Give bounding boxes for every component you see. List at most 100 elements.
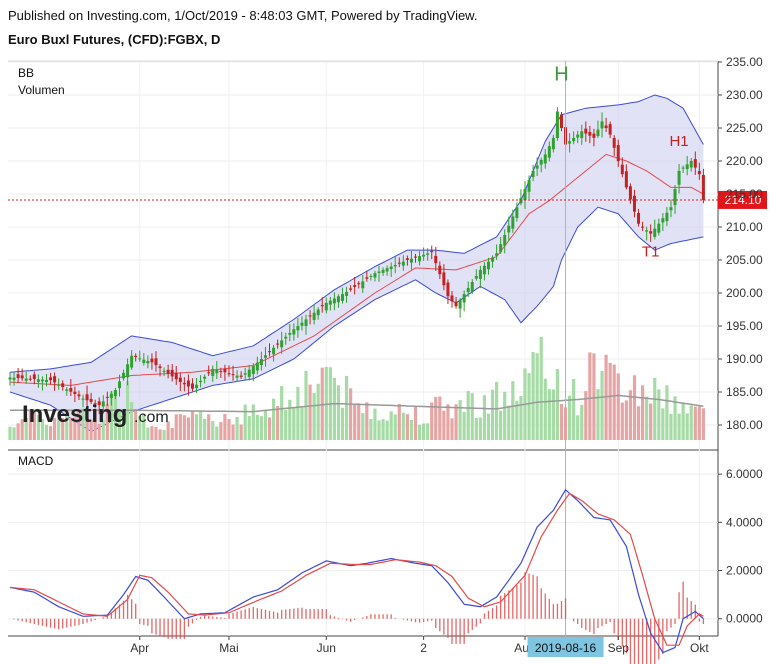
bb-legend: BB [18,66,34,80]
volume-bar [624,400,628,440]
volume-bar [219,422,223,440]
volume-bar [81,408,85,440]
volume-bar [215,426,219,440]
signal-line [9,492,704,646]
volume-bar [255,414,259,440]
candle-body [580,131,584,139]
candle-body [365,277,369,279]
macd-histogram [13,572,705,664]
volume-bar [150,426,154,440]
candle-body [207,372,211,374]
candle-body [511,216,515,229]
volume-bar [113,394,118,440]
candle-body [689,161,693,168]
volume-bar [8,426,12,440]
candle-body [300,322,304,326]
candle-body [393,264,397,267]
volume-bar [365,402,369,440]
candle-body [491,257,495,262]
volume-ma-line [10,394,704,413]
candle-body [495,253,499,256]
volume-bar [547,389,551,440]
volume-bar [555,369,560,440]
price-tick-label: 200.00 [726,286,763,300]
volume-bar [482,395,487,440]
volume-bar [324,366,328,440]
volume-bar [85,410,89,440]
candle-body [547,146,551,158]
candle-body [235,375,239,378]
published-caption: Published on Investing.com, 1/Oct/2019 -… [8,8,478,23]
candle-body [628,186,632,200]
price-tick-label: 230.00 [726,88,763,102]
volume-bar [223,413,227,440]
volume-bar [198,411,203,440]
volume-bar [632,375,637,440]
volume-bar [661,408,665,440]
volume-bar [48,426,53,440]
volume-bar [186,417,191,440]
volume-bar [97,423,101,440]
volume-bar [340,407,345,440]
volume-bar [454,404,458,440]
volume-bar [543,378,547,440]
volume-bar [280,386,284,440]
candle-body [138,358,142,360]
volume-bar [620,402,624,440]
bb-basis-line [9,153,704,386]
candle-body [389,266,393,270]
price-tick-label: 210.00 [726,220,763,234]
macd-tick-label: 6.0000 [726,467,763,481]
candle-body [97,401,101,406]
volume-bar [24,417,28,440]
candle-body [296,326,300,331]
volume-bar [539,336,543,440]
candle-body [288,333,292,335]
volume-bar [673,396,677,440]
volume-bar [227,419,231,440]
candle-body [328,300,332,305]
volume-bar [657,389,661,440]
candle-body [600,121,604,129]
volume-bar [73,417,77,440]
volume-bar [426,423,430,440]
candle-body [65,389,69,391]
volume-bar [353,404,357,440]
volume-bar [559,403,564,440]
volume-bar [507,405,511,440]
volume-bar [413,406,418,440]
macd-tick-label: 0.0000 [726,612,763,626]
volume-bar [628,390,633,440]
volume-bar [57,412,61,440]
candle-body [349,288,353,290]
candle-body [113,390,117,396]
candle-body [559,114,563,128]
volume-bar [259,416,264,440]
volume-bar [369,418,373,440]
volume-bar [194,414,199,440]
candle-body [519,198,523,204]
volume-bar [681,402,685,440]
candle-body [146,360,150,364]
candle-body [32,374,36,380]
time-tick-label: Sep [608,641,630,655]
candle-body [166,369,170,374]
candle-body [276,343,280,345]
candle-body [527,179,531,192]
candle-body [16,374,20,379]
candle-body [40,379,44,382]
candle-body [503,234,507,246]
annotation-label: H1 [669,133,688,150]
candle-body [450,295,454,302]
candle-body [251,366,255,375]
candle-body [397,262,401,264]
volume-bar [235,416,239,440]
candle-body [69,388,73,392]
candle-body [195,384,199,389]
volume-bar [588,352,592,440]
candle-body [336,296,340,303]
candle-body [681,167,685,169]
candle-body [442,272,446,286]
volume-bar [109,391,113,440]
